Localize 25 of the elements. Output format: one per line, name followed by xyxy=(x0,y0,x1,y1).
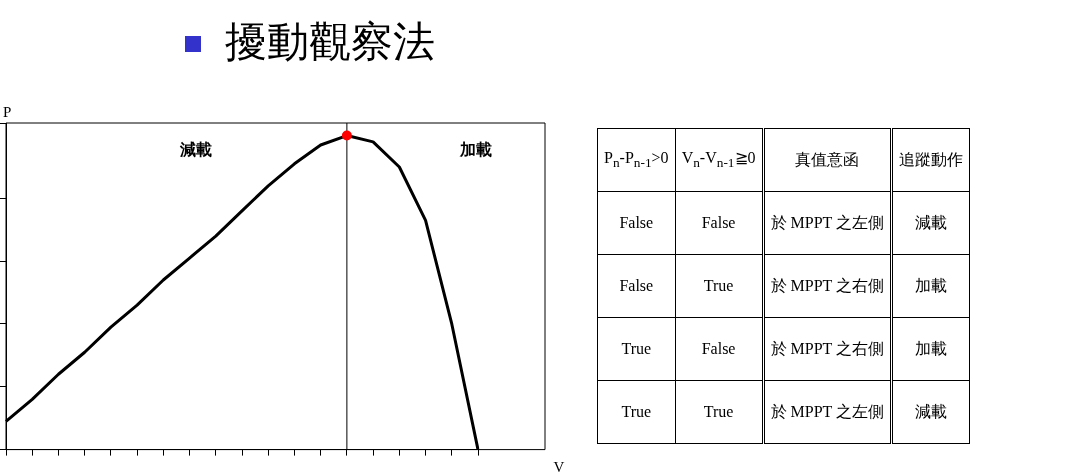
text: True xyxy=(597,380,676,444)
x-axis-title: V xyxy=(553,458,565,475)
text: 於 MPPT 之左側 xyxy=(763,380,892,444)
text: True xyxy=(597,317,676,381)
text: True xyxy=(675,254,764,318)
text: 於 MPPT 之左側 xyxy=(763,191,892,255)
text: False xyxy=(597,254,676,318)
chart-title: 擾動觀察法 xyxy=(225,18,435,67)
annotation: 減載 xyxy=(179,141,213,159)
text: True xyxy=(675,380,764,444)
category-label: 真值意函 xyxy=(763,128,892,192)
text: 於 MPPT 之右側 xyxy=(763,254,892,318)
text: False xyxy=(675,191,764,255)
text: False xyxy=(675,317,764,381)
text: 減載 xyxy=(891,191,970,255)
text: 加載 xyxy=(891,254,970,318)
text: False xyxy=(597,191,676,255)
y-axis-title: P xyxy=(3,103,12,120)
category-label: V$_{n}$-V$_{n-1}$≧0 xyxy=(675,128,764,192)
annotation: 加載 xyxy=(458,141,492,159)
category-label: 追蹤動作 xyxy=(891,128,970,192)
text: 加載 xyxy=(891,317,970,381)
category-label: P$_{n}$-P$_{n-1}$>0 xyxy=(597,128,676,192)
text: 減載 xyxy=(891,380,970,444)
text: 於 MPPT 之右側 xyxy=(763,317,892,381)
